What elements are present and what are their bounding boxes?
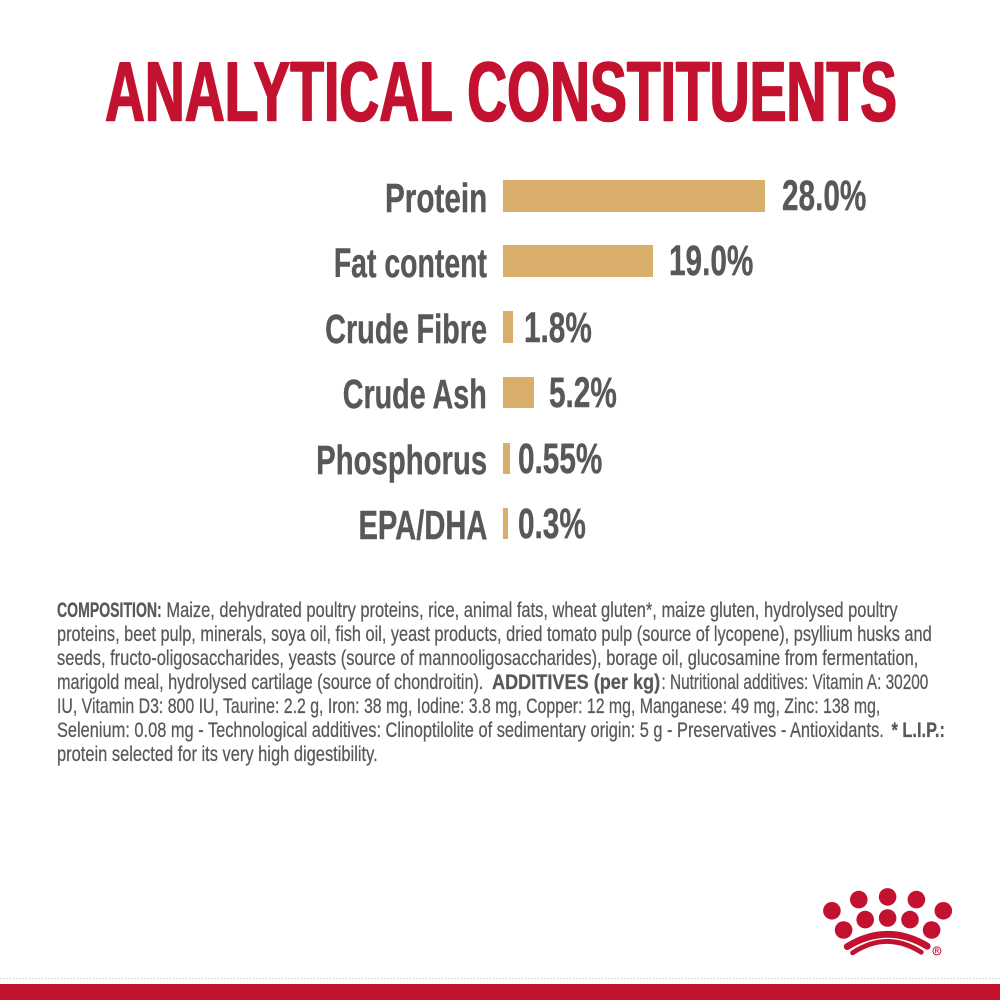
svg-text:R: R [935,949,940,955]
